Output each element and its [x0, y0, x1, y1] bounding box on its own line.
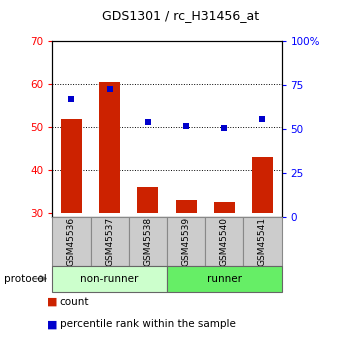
Bar	[137, 187, 158, 213]
Text: ■: ■	[47, 319, 57, 329]
Bar	[99, 82, 120, 213]
Text: GSM45537: GSM45537	[105, 217, 114, 266]
Bar	[167, 266, 282, 292]
Point	[260, 116, 265, 121]
Text: GSM45540: GSM45540	[220, 217, 229, 266]
Text: percentile rank within the sample: percentile rank within the sample	[60, 319, 235, 329]
Bar	[175, 200, 197, 213]
Bar	[167, 217, 205, 266]
Bar	[52, 266, 167, 292]
Text: GSM45536: GSM45536	[67, 217, 76, 266]
Point	[107, 86, 113, 92]
Point	[183, 123, 189, 129]
Point	[145, 120, 151, 125]
Text: non-runner: non-runner	[81, 274, 139, 284]
Bar	[252, 157, 273, 213]
Bar	[214, 202, 235, 213]
Text: GSM45538: GSM45538	[143, 217, 152, 266]
Text: GDS1301 / rc_H31456_at: GDS1301 / rc_H31456_at	[102, 9, 259, 22]
Text: protocol: protocol	[4, 274, 46, 284]
Bar	[91, 217, 129, 266]
Point	[221, 125, 227, 130]
Bar	[61, 119, 82, 213]
Text: GSM45541: GSM45541	[258, 217, 267, 266]
Bar	[205, 217, 243, 266]
Text: count: count	[60, 297, 89, 307]
Point	[69, 97, 74, 102]
Bar	[52, 217, 91, 266]
Text: runner: runner	[207, 274, 242, 284]
Text: ■: ■	[47, 297, 57, 307]
Bar	[243, 217, 282, 266]
Bar	[129, 217, 167, 266]
Text: GSM45539: GSM45539	[182, 217, 191, 266]
